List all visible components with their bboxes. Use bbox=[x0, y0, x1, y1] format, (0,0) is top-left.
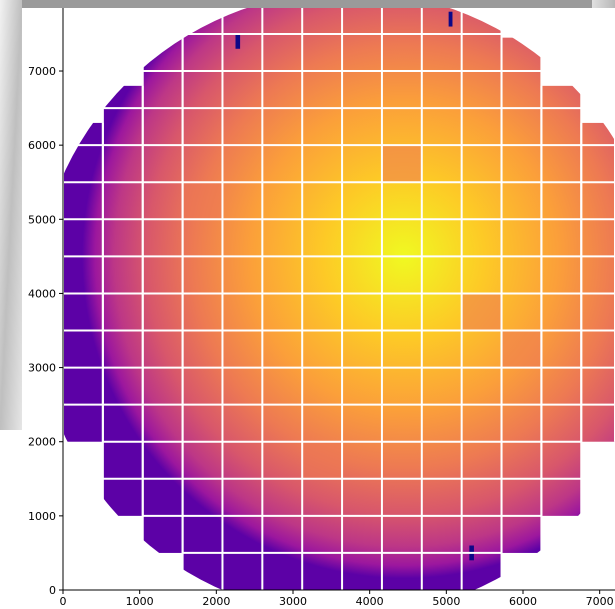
axes: 0 1000 2000 3000 4000 5000 6000 7000 0 1000 2000 30… bbox=[28, 8, 615, 608]
x-tick-label: 7000 bbox=[586, 595, 614, 608]
mosaic-column bbox=[102, 85, 143, 516]
x-tick-label: 4000 bbox=[356, 595, 384, 608]
x-tick-label: 3000 bbox=[279, 595, 307, 608]
y-tick-label: 5000 bbox=[28, 213, 56, 226]
mosaic-column bbox=[501, 37, 542, 553]
x-tick-label: 0 bbox=[60, 595, 67, 608]
mosaic-column bbox=[63, 122, 103, 442]
hot-chip bbox=[461, 293, 502, 331]
mosaic-column bbox=[142, 37, 183, 553]
y-tick-label: 0 bbox=[49, 584, 56, 597]
mosaic-column bbox=[541, 85, 582, 516]
hot-chip bbox=[302, 441, 343, 479]
mosaic bbox=[63, 8, 615, 590]
y-tick-label: 7000 bbox=[28, 65, 56, 78]
y-tick-label: 1000 bbox=[28, 510, 56, 523]
hot-chip bbox=[381, 145, 422, 183]
x-tick-label: 5000 bbox=[432, 595, 460, 608]
y-tick-label: 3000 bbox=[28, 362, 56, 375]
x-tick-label: 2000 bbox=[202, 595, 230, 608]
x-tick-label: 1000 bbox=[126, 595, 154, 608]
y-tick-label: 2000 bbox=[28, 436, 56, 449]
y-tick-label: 4000 bbox=[28, 287, 56, 300]
bad-column-mark bbox=[235, 33, 241, 49]
hot-chip bbox=[182, 182, 223, 220]
mosaic-column bbox=[581, 122, 615, 442]
bad-column-mark bbox=[448, 11, 453, 27]
hot-chip bbox=[501, 330, 542, 368]
y-tick-label: 6000 bbox=[28, 139, 56, 152]
x-tick-label: 6000 bbox=[509, 595, 537, 608]
